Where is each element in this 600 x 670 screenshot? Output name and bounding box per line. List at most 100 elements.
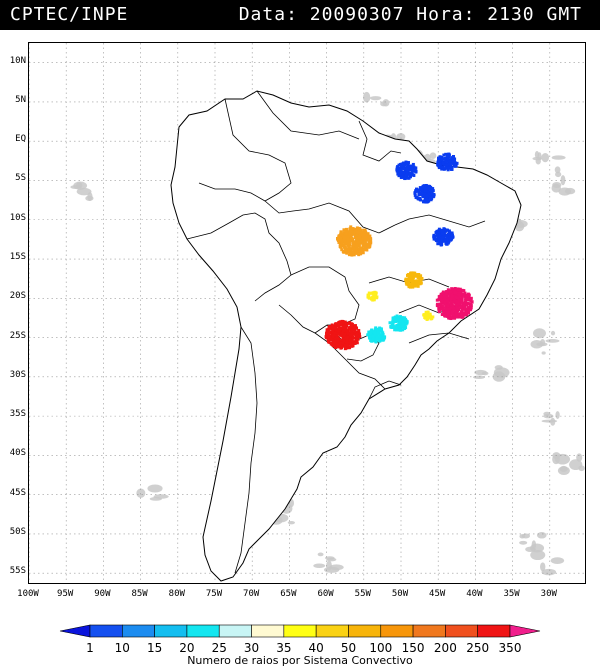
cloud-patch bbox=[543, 413, 554, 419]
lightning-pixel bbox=[401, 319, 405, 323]
lightning-pixel bbox=[346, 331, 350, 335]
colorbar-swatch bbox=[154, 624, 188, 638]
lightning-pixel bbox=[413, 191, 417, 195]
lightning-pixel bbox=[455, 296, 459, 300]
lightning-pixel bbox=[437, 227, 441, 231]
lightning-pixel bbox=[399, 328, 403, 332]
lightning-pixel bbox=[396, 172, 400, 176]
colorbar-tick-label: 25 bbox=[211, 641, 227, 655]
lightning-pixel bbox=[346, 247, 350, 251]
lightning-pixel bbox=[348, 331, 352, 335]
lightning-pixel bbox=[462, 302, 466, 306]
lightning-pixel bbox=[331, 326, 335, 330]
lightning-pixel bbox=[333, 326, 337, 330]
lightning-pixel bbox=[443, 297, 447, 301]
lightning-pixel bbox=[343, 241, 347, 245]
chile-border bbox=[234, 326, 258, 574]
lightning-pixel bbox=[336, 345, 340, 349]
lightning-pixel bbox=[331, 330, 335, 334]
lightning-pixel bbox=[367, 245, 371, 249]
lightning-pixel bbox=[459, 312, 463, 316]
lightning-pixel bbox=[450, 306, 454, 310]
lightning-pixel bbox=[346, 242, 350, 246]
cloud-patch bbox=[481, 371, 489, 376]
cloud-patch bbox=[552, 454, 560, 465]
lightning-pixel bbox=[353, 230, 357, 234]
lightning-pixel bbox=[425, 194, 429, 198]
lightning-pixel bbox=[411, 275, 415, 279]
lightning-pixel bbox=[326, 338, 330, 342]
lightning-pixel bbox=[342, 250, 346, 254]
lightning-pixel bbox=[410, 170, 414, 174]
lightning-pixel bbox=[350, 237, 354, 241]
lightning-pixel bbox=[406, 161, 410, 165]
lightning-pixel bbox=[343, 339, 347, 343]
lightning-pixel bbox=[403, 163, 407, 167]
cloud-patch bbox=[550, 557, 565, 564]
lightning-pixel bbox=[448, 159, 452, 163]
lightning-pixel bbox=[414, 273, 418, 277]
colorbar-tick-label: 40 bbox=[308, 641, 324, 655]
lightning-pixel bbox=[435, 232, 439, 236]
lightning-system bbox=[436, 152, 459, 172]
lightning-pixel bbox=[412, 280, 416, 284]
latitude-label: 5S bbox=[15, 173, 26, 184]
lightning-pixel bbox=[347, 339, 351, 343]
cloud-patch bbox=[564, 187, 576, 195]
lightning-pixel bbox=[436, 161, 440, 165]
lightning-pixel bbox=[446, 288, 450, 292]
lightning-pixel bbox=[406, 169, 410, 173]
lightning-pixel bbox=[437, 303, 441, 307]
longitude-label: 30W bbox=[540, 589, 557, 599]
latitude-label: 25S bbox=[9, 330, 26, 341]
lightning-pixel bbox=[455, 292, 459, 296]
lightning-pixel bbox=[336, 339, 340, 343]
lightning-pixel bbox=[440, 236, 444, 240]
lightning-pixel bbox=[449, 167, 453, 171]
lightning-pixel bbox=[348, 249, 352, 253]
lightning-pixel bbox=[349, 325, 353, 329]
lightning-pixel bbox=[460, 304, 464, 308]
lightning-pixel bbox=[376, 332, 380, 336]
lightning-pixel bbox=[352, 326, 356, 330]
lightning-pixel bbox=[365, 248, 369, 252]
lightning-pixel bbox=[436, 242, 440, 246]
lightning-pixel bbox=[366, 232, 370, 236]
lightning-pixel bbox=[355, 332, 359, 336]
lightning-pixel bbox=[363, 239, 367, 243]
colorbar-swatch bbox=[186, 624, 220, 638]
lightning-pixel bbox=[369, 291, 373, 295]
lightning-pixel bbox=[457, 288, 461, 292]
lightning-pixel bbox=[444, 163, 448, 167]
longitude-label: 55W bbox=[354, 589, 371, 599]
lightning-pixel bbox=[338, 238, 342, 242]
lightning-pixel bbox=[467, 293, 471, 297]
lightning-pixel bbox=[442, 153, 446, 157]
lightning-pixel bbox=[396, 171, 400, 175]
lightning-pixel bbox=[414, 283, 418, 287]
lightning-pixel bbox=[439, 239, 443, 243]
lightning-pixel bbox=[404, 326, 408, 330]
colorbar-swatch bbox=[412, 624, 446, 638]
latitude-label: 10S bbox=[9, 212, 26, 223]
lightning-pixel bbox=[348, 234, 352, 238]
lightning-pixel bbox=[399, 168, 403, 172]
lightning-pixel bbox=[450, 233, 454, 237]
lightning-pixel bbox=[401, 175, 405, 179]
lightning-pixel bbox=[445, 235, 449, 239]
lightning-pixel bbox=[344, 336, 348, 340]
lightning-pixel bbox=[353, 248, 357, 252]
lightning-pixel bbox=[356, 238, 360, 242]
lightning-pixel bbox=[350, 342, 354, 346]
lightning-pixel bbox=[340, 319, 344, 323]
lightning-pixel bbox=[337, 324, 341, 328]
lightning-pixel bbox=[445, 228, 449, 232]
lightning-pixel bbox=[391, 322, 395, 326]
lightning-pixel bbox=[453, 299, 457, 303]
lightning-pixel bbox=[355, 244, 359, 248]
lightning-pixel bbox=[411, 277, 415, 281]
colorbar bbox=[59, 624, 541, 638]
lightning-pixel bbox=[402, 161, 406, 165]
cloud-patch bbox=[519, 540, 528, 545]
lightning-pixel bbox=[362, 228, 366, 232]
